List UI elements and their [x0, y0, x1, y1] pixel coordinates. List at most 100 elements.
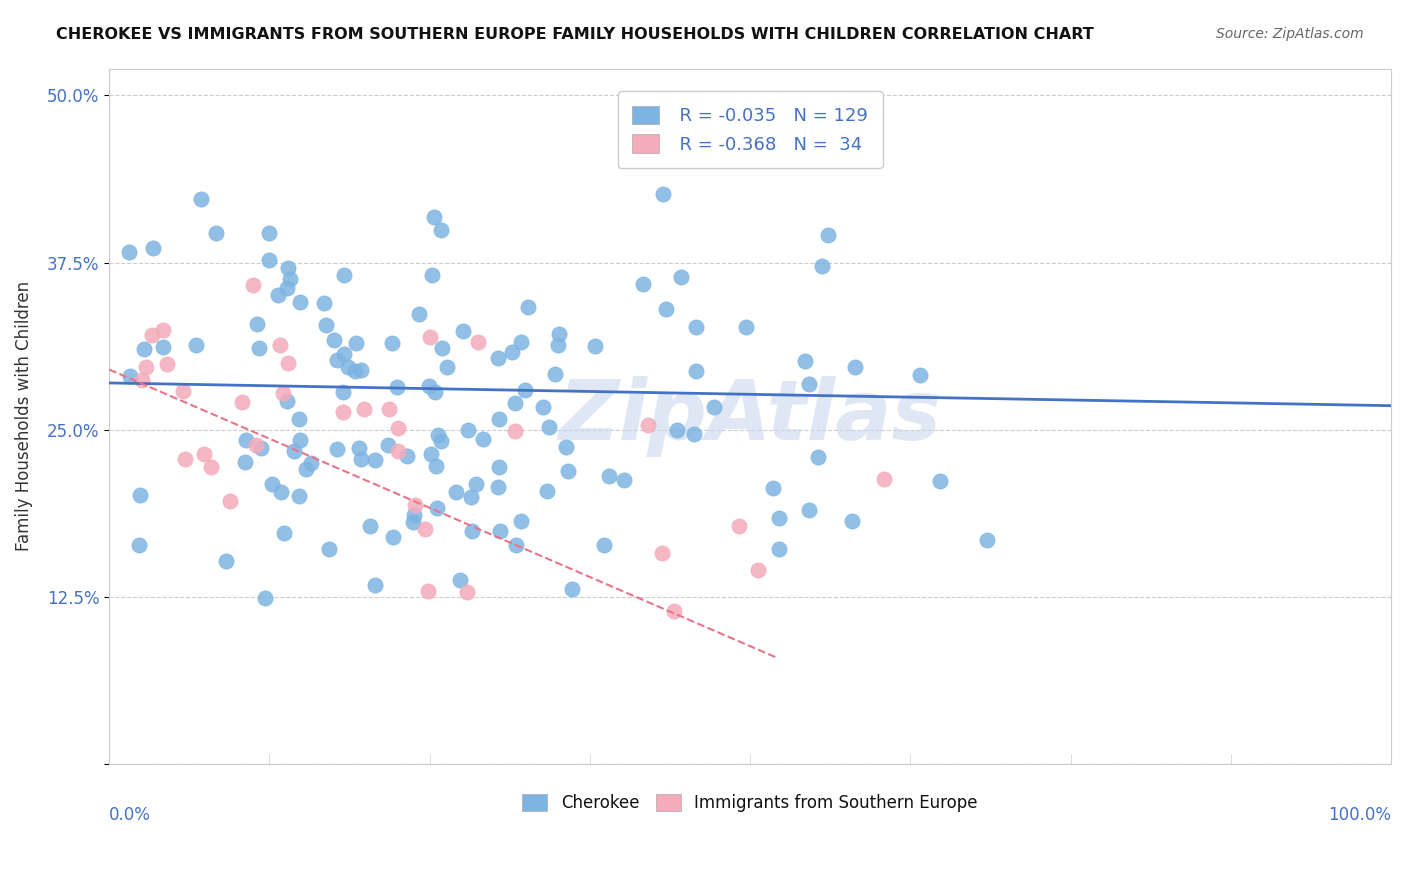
Text: ZipAtlas: ZipAtlas [558, 376, 942, 457]
Point [430, 341, 453, 355]
Point [844, 360, 866, 375]
Point [245, 438, 267, 452]
Point [467, 334, 489, 349]
Point [662, 604, 685, 618]
Point [503, 424, 526, 438]
Point [363, 453, 385, 467]
Point [172, 384, 194, 398]
Point [174, 451, 197, 466]
Point [277, 261, 299, 276]
Point [190, 192, 212, 206]
Point [135, 359, 157, 374]
Point [315, 318, 337, 333]
Point [666, 423, 689, 437]
Point [516, 300, 538, 314]
Point [257, 252, 280, 267]
Point [325, 442, 347, 456]
Point [233, 455, 256, 469]
Text: 0.0%: 0.0% [110, 806, 150, 824]
Point [976, 533, 998, 547]
Point [280, 272, 302, 286]
Point [489, 524, 512, 538]
Point [486, 480, 509, 494]
Point [515, 383, 537, 397]
Point [301, 456, 323, 470]
Point [132, 342, 155, 356]
Point [429, 434, 451, 448]
Point [873, 472, 896, 486]
Point [332, 405, 354, 419]
Point [536, 483, 558, 498]
Point [460, 490, 482, 504]
Point [347, 441, 370, 455]
Point [436, 359, 458, 374]
Text: 100.0%: 100.0% [1329, 806, 1391, 824]
Point [350, 452, 373, 467]
Point [655, 302, 678, 317]
Point [418, 379, 440, 393]
Point [290, 294, 312, 309]
Point [283, 443, 305, 458]
Point [288, 490, 311, 504]
Point [349, 363, 371, 377]
Point [277, 356, 299, 370]
Point [353, 402, 375, 417]
Point [323, 333, 346, 347]
Point [426, 428, 449, 442]
Point [444, 484, 467, 499]
Point [271, 386, 294, 401]
Point [387, 444, 409, 458]
Point [797, 376, 820, 391]
Point [747, 563, 769, 577]
Text: Source: ZipAtlas.com: Source: ZipAtlas.com [1216, 27, 1364, 41]
Point [184, 338, 207, 352]
Point [215, 554, 238, 568]
Point [247, 341, 270, 355]
Point [408, 307, 430, 321]
Point [118, 244, 141, 259]
Point [276, 393, 298, 408]
Point [344, 364, 367, 378]
Point [246, 317, 269, 331]
Point [652, 187, 675, 202]
Point [287, 412, 309, 426]
Point [557, 464, 579, 478]
Point [685, 319, 707, 334]
Point [231, 395, 253, 409]
Point [471, 432, 494, 446]
Point [204, 227, 226, 241]
Point [811, 259, 834, 273]
Point [346, 335, 368, 350]
Point [402, 515, 425, 529]
Point [423, 384, 446, 399]
Point [488, 459, 510, 474]
Point [396, 450, 419, 464]
Point [141, 328, 163, 343]
Point [250, 441, 273, 455]
Point [464, 476, 486, 491]
Point [423, 210, 446, 224]
Point [735, 320, 758, 334]
Point [260, 476, 283, 491]
Point [337, 359, 360, 374]
Point [794, 353, 817, 368]
Point [429, 223, 451, 237]
Point [510, 515, 533, 529]
Point [364, 578, 387, 592]
Legend: Cherokee, Immigrants from Southern Europe: Cherokee, Immigrants from Southern Europ… [516, 787, 984, 819]
Point [295, 462, 318, 476]
Point [593, 537, 616, 551]
Point [505, 396, 527, 410]
Point [382, 531, 405, 545]
Point [359, 519, 381, 533]
Point [510, 335, 533, 350]
Point [685, 364, 707, 378]
Point [501, 345, 523, 359]
Point [288, 433, 311, 447]
Point [333, 347, 356, 361]
Y-axis label: Family Households with Children: Family Households with Children [15, 281, 32, 551]
Point [451, 324, 474, 338]
Point [418, 583, 440, 598]
Point [129, 488, 152, 502]
Point [332, 268, 354, 283]
